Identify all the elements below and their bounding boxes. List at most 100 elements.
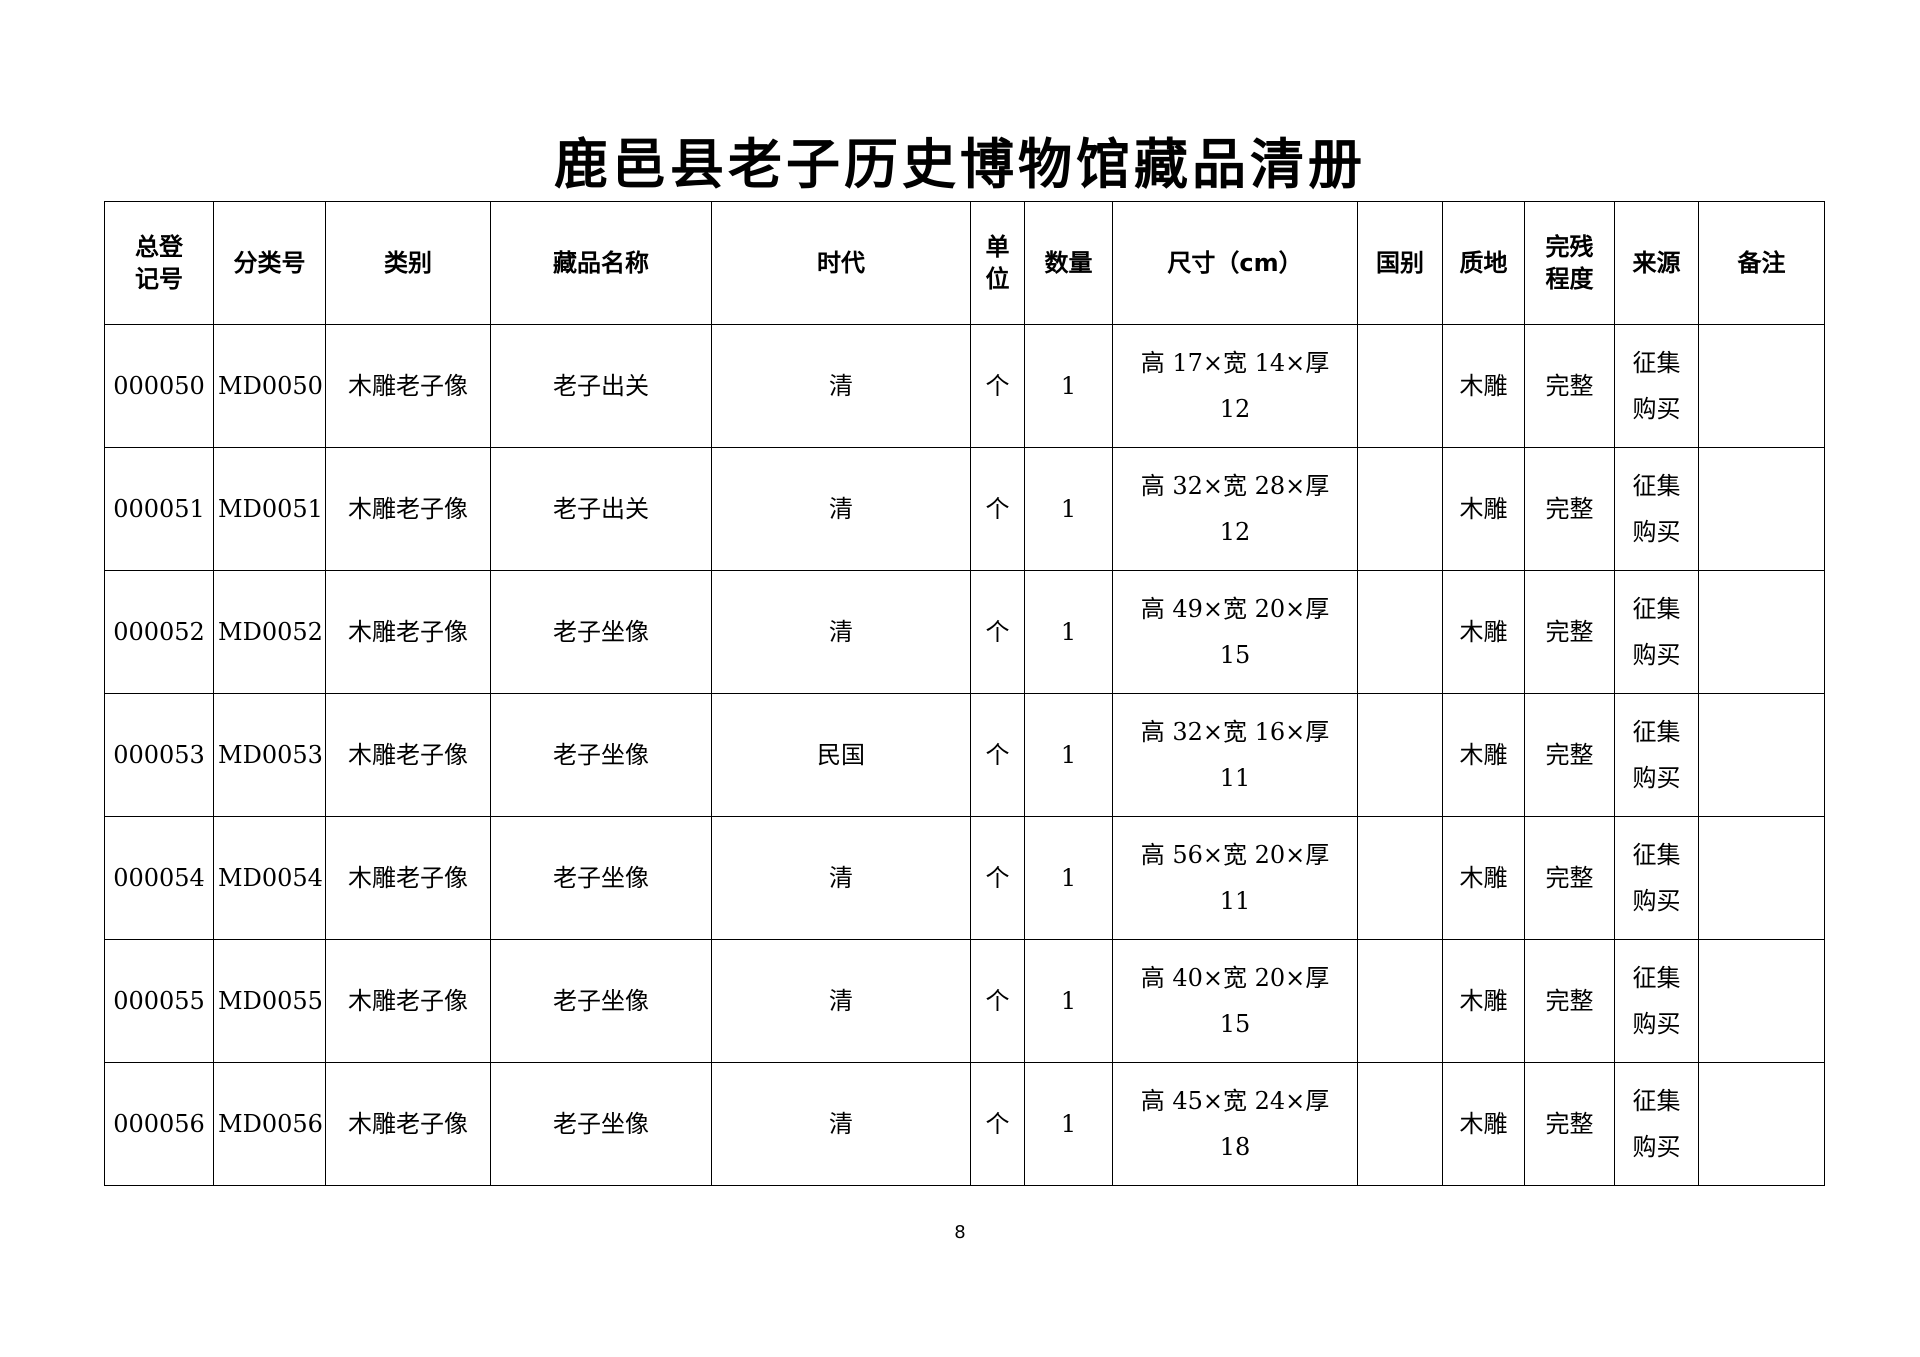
cell-size: 高 45×宽 24×厚 18 (1112, 1062, 1358, 1186)
cell-material: 木雕 (1442, 1062, 1525, 1186)
cell-qty: 1 (1024, 693, 1113, 817)
cell-condition: 完整 (1524, 939, 1615, 1063)
header-size: 尺寸（cm） (1112, 201, 1358, 325)
cell-remark (1698, 324, 1825, 448)
cell-source: 征集购买 (1614, 1062, 1699, 1186)
cell-category: 木雕老子像 (325, 939, 491, 1063)
cell-remark (1698, 939, 1825, 1063)
cell-reg-no: 000051 (104, 447, 214, 571)
cell-era: 清 (711, 816, 971, 940)
cell-country (1357, 939, 1443, 1063)
cell-country (1357, 447, 1443, 571)
cell-era: 清 (711, 324, 971, 448)
document-title: 鹿邑县老子历史博物馆藏品清册 (554, 133, 1366, 196)
header-class-no: 分类号 (213, 201, 326, 325)
cell-unit: 个 (970, 1062, 1025, 1186)
table-row: 000050 MD0050 木雕老子像 老子出关 清 个 1 高 17×宽 14… (104, 324, 1825, 448)
cell-reg-no: 000053 (104, 693, 214, 817)
collection-table: 总登记号 分类号 类别 藏品名称 时代 单位 数量 尺寸（cm） 国别 质地 完… (104, 201, 1825, 1186)
cell-era: 清 (711, 939, 971, 1063)
cell-material: 木雕 (1442, 816, 1525, 940)
cell-era: 民国 (711, 693, 971, 817)
cell-remark (1698, 816, 1825, 940)
cell-source: 征集购买 (1614, 570, 1699, 694)
cell-name: 老子坐像 (490, 570, 712, 694)
cell-size: 高 17×宽 14×厚 12 (1112, 324, 1358, 448)
table-row: 000052 MD0052 木雕老子像 老子坐像 清 个 1 高 49×宽 20… (104, 570, 1825, 694)
cell-source: 征集购买 (1614, 816, 1699, 940)
cell-category: 木雕老子像 (325, 1062, 491, 1186)
cell-size: 高 49×宽 20×厚 15 (1112, 570, 1358, 694)
cell-material: 木雕 (1442, 693, 1525, 817)
header-condition: 完残程度 (1524, 201, 1615, 325)
header-unit: 单位 (970, 201, 1025, 325)
cell-qty: 1 (1024, 1062, 1113, 1186)
cell-reg-no: 000054 (104, 816, 214, 940)
cell-category: 木雕老子像 (325, 816, 491, 940)
cell-country (1357, 816, 1443, 940)
cell-condition: 完整 (1524, 447, 1615, 571)
cell-material: 木雕 (1442, 939, 1525, 1063)
cell-reg-no: 000055 (104, 939, 214, 1063)
cell-unit: 个 (970, 693, 1025, 817)
cell-condition: 完整 (1524, 693, 1615, 817)
cell-condition: 完整 (1524, 324, 1615, 448)
table-row: 000053 MD0053 木雕老子像 老子坐像 民国 个 1 高 32×宽 1… (104, 693, 1825, 817)
header-qty: 数量 (1024, 201, 1113, 325)
cell-material: 木雕 (1442, 570, 1525, 694)
cell-name: 老子出关 (490, 447, 712, 571)
cell-class-no: MD0056 (213, 1062, 326, 1186)
cell-class-no: MD0053 (213, 693, 326, 817)
cell-unit: 个 (970, 816, 1025, 940)
header-remark: 备注 (1698, 201, 1825, 325)
cell-unit: 个 (970, 570, 1025, 694)
cell-unit: 个 (970, 447, 1025, 571)
cell-qty: 1 (1024, 324, 1113, 448)
cell-condition: 完整 (1524, 816, 1615, 940)
cell-era: 清 (711, 447, 971, 571)
cell-condition: 完整 (1524, 1062, 1615, 1186)
header-era: 时代 (711, 201, 971, 325)
cell-name: 老子坐像 (490, 693, 712, 817)
cell-size: 高 32×宽 16×厚 11 (1112, 693, 1358, 817)
header-source: 来源 (1614, 201, 1699, 325)
cell-category: 木雕老子像 (325, 693, 491, 817)
cell-class-no: MD0050 (213, 324, 326, 448)
cell-class-no: MD0051 (213, 447, 326, 571)
cell-reg-no: 000050 (104, 324, 214, 448)
cell-unit: 个 (970, 939, 1025, 1063)
cell-class-no: MD0055 (213, 939, 326, 1063)
cell-source: 征集购买 (1614, 447, 1699, 571)
cell-condition: 完整 (1524, 570, 1615, 694)
cell-class-no: MD0052 (213, 570, 326, 694)
cell-name: 老子坐像 (490, 939, 712, 1063)
cell-name: 老子坐像 (490, 1062, 712, 1186)
cell-source: 征集购买 (1614, 939, 1699, 1063)
cell-country (1357, 1062, 1443, 1186)
cell-remark (1698, 693, 1825, 817)
cell-source: 征集购买 (1614, 693, 1699, 817)
cell-material: 木雕 (1442, 324, 1525, 448)
table-row: 000056 MD0056 木雕老子像 老子坐像 清 个 1 高 45×宽 24… (104, 1062, 1825, 1186)
cell-size: 高 32×宽 28×厚 12 (1112, 447, 1358, 571)
cell-source: 征集购买 (1614, 324, 1699, 448)
header-reg-no: 总登记号 (104, 201, 214, 325)
cell-category: 木雕老子像 (325, 447, 491, 571)
header-country: 国别 (1357, 201, 1443, 325)
cell-era: 清 (711, 570, 971, 694)
cell-class-no: MD0054 (213, 816, 326, 940)
cell-qty: 1 (1024, 570, 1113, 694)
cell-remark (1698, 570, 1825, 694)
cell-remark (1698, 447, 1825, 571)
cell-country (1357, 324, 1443, 448)
cell-category: 木雕老子像 (325, 570, 491, 694)
cell-era: 清 (711, 1062, 971, 1186)
cell-material: 木雕 (1442, 447, 1525, 571)
cell-remark (1698, 1062, 1825, 1186)
cell-reg-no: 000056 (104, 1062, 214, 1186)
header-row: 总登记号 分类号 类别 藏品名称 时代 单位 数量 尺寸（cm） 国别 质地 完… (104, 201, 1825, 325)
cell-qty: 1 (1024, 816, 1113, 940)
header-name: 藏品名称 (490, 201, 712, 325)
cell-size: 高 56×宽 20×厚 11 (1112, 816, 1358, 940)
table-row: 000051 MD0051 木雕老子像 老子出关 清 个 1 高 32×宽 28… (104, 447, 1825, 571)
